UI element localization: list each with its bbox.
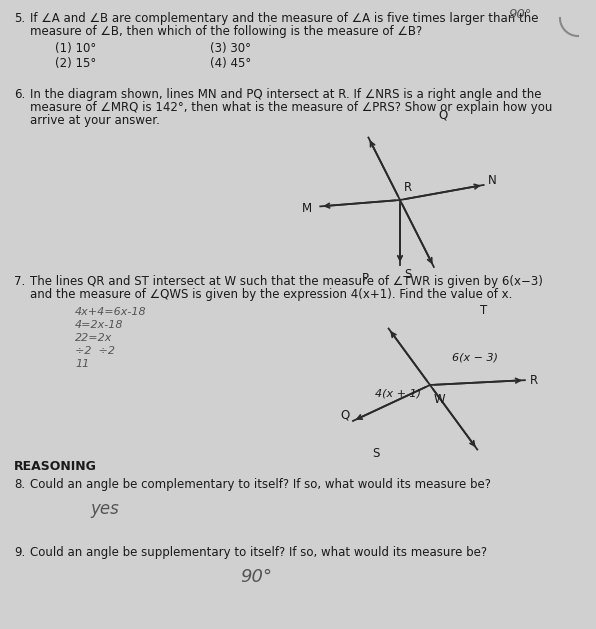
Text: measure of ∠MRQ is 142°, then what is the measure of ∠PRS? Show or explain how y: measure of ∠MRQ is 142°, then what is th… [30, 101, 552, 114]
Text: (4) 45°: (4) 45° [210, 57, 252, 70]
Text: Q: Q [340, 408, 349, 421]
Text: If ∠A and ∠B are complementary and the measure of ∠A is five times larger than t: If ∠A and ∠B are complementary and the m… [30, 12, 539, 25]
Text: P: P [362, 272, 369, 285]
Text: 90°: 90° [508, 8, 532, 21]
Text: arrive at your answer.: arrive at your answer. [30, 114, 160, 127]
Text: 4(x + 1): 4(x + 1) [375, 388, 421, 398]
Text: Q: Q [438, 109, 447, 122]
Text: T: T [480, 304, 488, 317]
Text: (2) 15°: (2) 15° [55, 57, 96, 70]
Text: 4=2x-18: 4=2x-18 [75, 320, 123, 330]
Text: 5.: 5. [14, 12, 25, 25]
Text: 11: 11 [75, 359, 89, 369]
Text: 9.: 9. [14, 546, 25, 559]
Text: Could an angle be supplementary to itself? If so, what would its measure be?: Could an angle be supplementary to itsel… [30, 546, 487, 559]
Text: N: N [488, 174, 496, 187]
Text: (1) 10°: (1) 10° [55, 42, 96, 55]
Text: S: S [404, 268, 411, 281]
Text: (3) 30°: (3) 30° [210, 42, 251, 55]
Text: 90°: 90° [240, 568, 272, 586]
Text: ÷2  ÷2: ÷2 ÷2 [75, 346, 115, 356]
Text: In the diagram shown, lines MN and PQ intersect at R. If ∠NRS is a right angle a: In the diagram shown, lines MN and PQ in… [30, 88, 542, 101]
Text: W: W [434, 393, 446, 406]
Text: R: R [530, 374, 538, 387]
Text: 22=2x: 22=2x [75, 333, 113, 343]
Text: and the measure of ∠QWS is given by the expression 4(x+1). Find the value of x.: and the measure of ∠QWS is given by the … [30, 288, 513, 301]
Text: REASONING: REASONING [14, 460, 97, 473]
Text: yes: yes [90, 500, 119, 518]
Text: The lines QR and ST intersect at W such that the measure of ∠TWR is given by 6(x: The lines QR and ST intersect at W such … [30, 275, 543, 288]
Text: 4x+4=6x-18: 4x+4=6x-18 [75, 307, 147, 317]
Text: S: S [372, 447, 380, 460]
Text: measure of ∠B, then which of the following is the measure of ∠B?: measure of ∠B, then which of the followi… [30, 25, 422, 38]
Text: 7.: 7. [14, 275, 25, 288]
Text: Could an angle be complementary to itself? If so, what would its measure be?: Could an angle be complementary to itsel… [30, 478, 491, 491]
Text: 6.: 6. [14, 88, 25, 101]
Text: 8.: 8. [14, 478, 25, 491]
Text: M: M [302, 201, 312, 214]
Text: 6(x − 3): 6(x − 3) [452, 352, 498, 362]
Text: R: R [404, 181, 412, 194]
